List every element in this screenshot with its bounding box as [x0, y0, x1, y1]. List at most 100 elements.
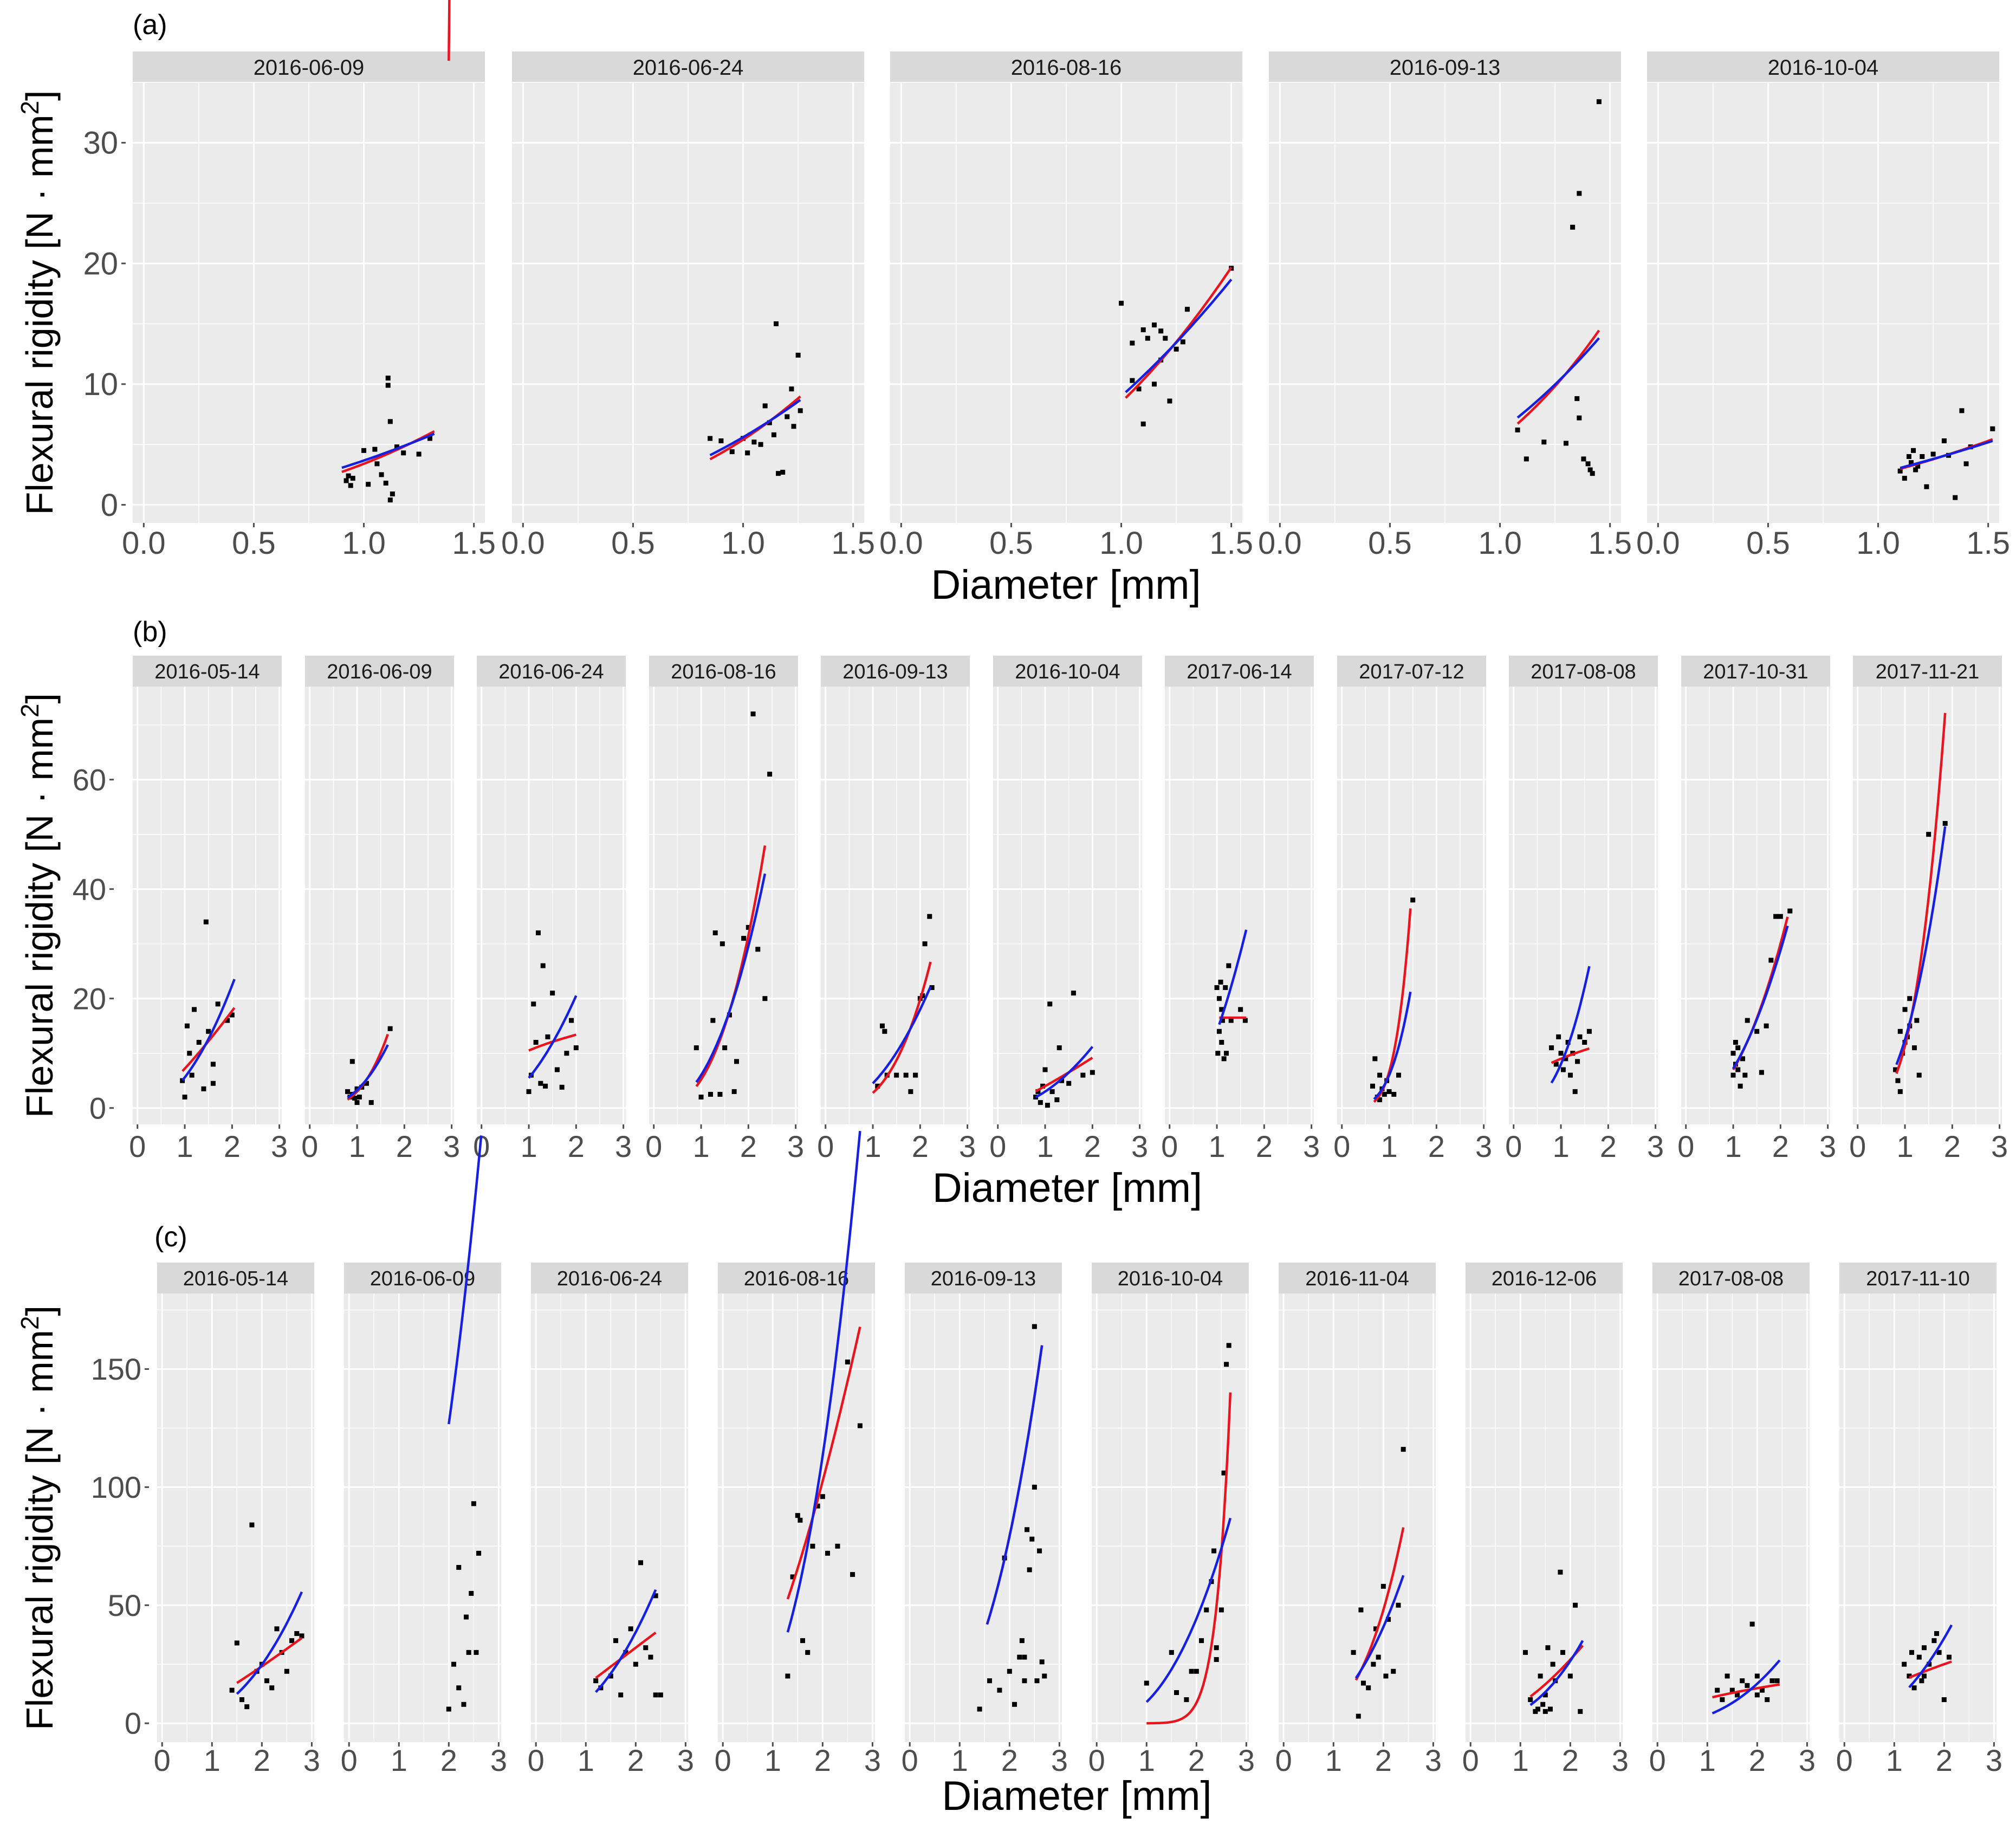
fit-line-blue [872, 986, 932, 1084]
data-point [1553, 1062, 1559, 1067]
y-tick-label: 60 [73, 762, 106, 797]
facet-strip [1853, 656, 2002, 687]
data-point [1545, 1645, 1551, 1651]
data-point [1029, 1536, 1035, 1542]
data-point [1396, 1072, 1401, 1078]
data-point [1391, 1091, 1397, 1097]
data-point [1902, 1661, 1907, 1667]
x-tick-label: 3 [787, 1129, 804, 1163]
data-point [1922, 1645, 1927, 1651]
data-point [1947, 1654, 1952, 1660]
x-tick-label: 0 [528, 1743, 544, 1777]
facet-strip [1681, 656, 1830, 687]
data-point [1574, 396, 1580, 402]
panels: (a)Flexural rigidity [N · mm2]0102030Dia… [16, 0, 2010, 1819]
data-point [1012, 1702, 1017, 1707]
x-tick-label: 0 [129, 1129, 146, 1163]
x-tick-label: 2 [1600, 1129, 1617, 1163]
x-tick-label: 2 [1772, 1129, 1789, 1163]
data-point [274, 1626, 280, 1632]
data-point [710, 1018, 716, 1023]
x-tick-label: 0 [1849, 1129, 1866, 1163]
data-point [1930, 451, 1936, 457]
data-point [1577, 191, 1582, 196]
data-point [653, 1692, 658, 1698]
data-point [1897, 1089, 1903, 1094]
y-tick-label: 150 [91, 1352, 141, 1386]
data-point [1548, 1706, 1553, 1712]
data-point [1911, 448, 1916, 453]
facet-panel [821, 687, 970, 1124]
facet-title: 2016-09-13 [1390, 56, 1501, 80]
x-tick-label: 2 [1944, 1129, 1961, 1163]
x-tick-label: 1 [692, 1129, 709, 1163]
data-point [1167, 398, 1172, 404]
facet-2016-08-16: 2016-08-16 0.0 0.5 1.0 1.5 [879, 51, 1253, 561]
facet-panel [905, 1293, 1062, 1742]
data-point [767, 772, 773, 777]
data-point [1540, 1702, 1546, 1707]
data-point [1163, 335, 1168, 341]
x-tick-label: 0.5 [989, 526, 1033, 561]
data-point [1577, 415, 1582, 421]
data-point [1927, 1661, 1932, 1667]
data-point [368, 1100, 374, 1105]
data-point [531, 1001, 536, 1007]
fit-line-blue [986, 1345, 1043, 1625]
data-point [573, 1045, 579, 1051]
data-point [1902, 1007, 1908, 1012]
data-point [785, 1673, 790, 1679]
x-tick-label: 3 [1425, 1743, 1442, 1777]
panel-label: (b) [133, 616, 167, 648]
fit-line-red [872, 961, 932, 1094]
data-point [1730, 1072, 1736, 1078]
x-tick-label: 1 [578, 1743, 594, 1777]
x-tick-label: 0 [1677, 1129, 1694, 1163]
fit-line-blue [1900, 439, 1993, 469]
facet-strip [649, 656, 798, 687]
facet-title: 2017-10-31 [1703, 661, 1808, 683]
y-tick-label: 20 [73, 981, 106, 1015]
data-point [350, 476, 355, 481]
data-point [526, 1089, 531, 1094]
facet-2016-10-04: 2016-10-04 0 1 2 3 [989, 656, 1148, 1163]
facet-2016-06-09: 2016-06-090 1 2 3 [341, 0, 507, 1777]
data-point [210, 1081, 216, 1086]
data-point [913, 1072, 918, 1078]
data-point [1152, 322, 1157, 328]
data-point [1745, 1018, 1750, 1023]
fit-line-blue [1354, 1575, 1405, 1679]
data-point [1214, 1657, 1219, 1662]
data-point [1045, 1103, 1050, 1108]
x-tick-label: 1 [764, 1743, 781, 1777]
data-point [1959, 408, 1965, 413]
x-tick-label: 0 [817, 1129, 834, 1163]
x-tick-label: 2 [254, 1743, 270, 1777]
facet-strip [905, 1263, 1062, 1293]
facet-title: 2016-06-09 [370, 1267, 475, 1290]
facet-title: 2017-11-10 [1866, 1267, 1970, 1290]
data-point [1720, 1697, 1725, 1703]
facet-strip [993, 656, 1142, 687]
facet-title: 2016-09-13 [842, 661, 948, 683]
data-point [1174, 346, 1179, 352]
data-point [1184, 307, 1190, 312]
data-point [1382, 1091, 1387, 1097]
facet-title: 2017-08-08 [1531, 661, 1636, 683]
y-tick-label: 10 [83, 367, 118, 402]
data-point [1216, 996, 1222, 1001]
facet-strip [718, 1263, 875, 1293]
x-tick-label: 0 [301, 1129, 318, 1163]
fit-line-blue [1035, 1046, 1094, 1098]
data-point [1383, 1673, 1389, 1679]
x-tick-label: 1 [1138, 1743, 1155, 1777]
data-point [1764, 1023, 1769, 1029]
data-point [1119, 301, 1124, 306]
facet-panel [477, 687, 626, 1124]
x-tick-label: 2 [1256, 1129, 1273, 1163]
data-point [1042, 1067, 1048, 1072]
data-point [1373, 1626, 1379, 1632]
fit-line-blue [1550, 966, 1591, 1084]
data-point [535, 930, 541, 935]
